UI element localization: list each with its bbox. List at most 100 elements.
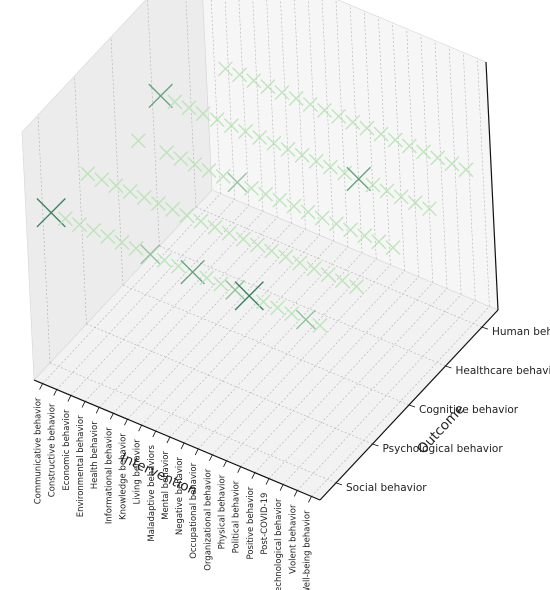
data-point-stroke xyxy=(292,255,308,271)
data-point xyxy=(359,120,375,136)
data-point-stroke xyxy=(331,108,347,124)
data-point xyxy=(379,183,395,199)
floor-grid-x xyxy=(56,199,235,390)
data-point-stroke xyxy=(171,258,187,274)
x-tick-label: Health behavior xyxy=(90,421,100,489)
data-point xyxy=(407,195,423,211)
data-point xyxy=(130,133,146,149)
y-tick-mark xyxy=(335,482,343,486)
data-point xyxy=(272,192,288,208)
data-point xyxy=(371,234,387,250)
data-point xyxy=(357,228,373,244)
data-point xyxy=(343,222,359,238)
data-point-stroke xyxy=(243,180,259,196)
back-grid-x xyxy=(266,0,278,218)
data-point xyxy=(243,180,259,196)
data-point xyxy=(328,216,344,232)
data-point-stroke xyxy=(308,153,324,169)
back-grid-x xyxy=(210,0,221,194)
data-point xyxy=(416,144,432,160)
data-point xyxy=(159,145,175,161)
floor-grid-x xyxy=(42,193,221,384)
grid-lines xyxy=(37,0,490,497)
data-point-stroke xyxy=(314,210,330,226)
data-point xyxy=(346,166,372,192)
data-point xyxy=(238,124,254,140)
x-tick-label: Negative behavior xyxy=(175,456,185,535)
data-point-stroke xyxy=(401,138,417,154)
data-point xyxy=(331,108,347,124)
data-point-stroke xyxy=(371,234,387,250)
data-point xyxy=(187,157,203,173)
back-grid-x xyxy=(307,0,320,236)
data-point xyxy=(337,165,353,181)
data-point-stroke xyxy=(286,198,302,214)
x-tick-label: Technological behavior xyxy=(274,498,284,590)
data-point-stroke xyxy=(373,126,389,142)
x-axis-line xyxy=(33,379,321,501)
data-point-stroke xyxy=(201,162,217,178)
data-point xyxy=(264,243,280,259)
data-point xyxy=(215,168,231,184)
data-point-stroke xyxy=(223,118,239,134)
data-point-stroke xyxy=(306,261,322,277)
data-point-stroke xyxy=(345,114,361,130)
y-tick-label: Social behavior xyxy=(346,482,427,494)
data-point xyxy=(258,186,274,202)
x-tick-mark xyxy=(39,383,43,390)
data-point-stroke xyxy=(94,172,110,188)
data-point xyxy=(232,67,248,83)
data-point-stroke xyxy=(179,207,195,223)
data-point xyxy=(401,138,417,154)
data-point-stroke xyxy=(328,216,344,232)
data-point-stroke xyxy=(430,150,446,166)
data-point xyxy=(201,162,217,178)
floor-grid-x xyxy=(254,282,434,473)
back-grid-x xyxy=(238,0,250,206)
data-point xyxy=(207,219,223,235)
data-point-stroke xyxy=(217,61,233,77)
data-point xyxy=(195,106,211,122)
floor-grid-x xyxy=(84,211,264,402)
data-point xyxy=(221,225,237,241)
tick-labels: Communicative behavior Constructive behav… xyxy=(34,326,550,590)
data-point xyxy=(246,73,262,89)
data-point xyxy=(365,177,381,193)
data-point xyxy=(385,240,401,256)
data-point xyxy=(234,281,264,311)
back-grid-x xyxy=(252,0,264,212)
data-point-stroke xyxy=(86,223,102,239)
data-point xyxy=(292,255,308,271)
x-tick-mark xyxy=(53,389,58,396)
data-point xyxy=(286,198,302,214)
data-point-stroke xyxy=(284,306,300,322)
x-tick-label: Living behavior xyxy=(133,439,143,505)
x-tick-mark xyxy=(124,419,128,426)
data-point-stroke xyxy=(140,244,161,265)
x-tick-label: Organizational behavior xyxy=(203,468,213,570)
data-point-stroke xyxy=(320,267,336,283)
x-tick-mark xyxy=(109,413,114,420)
y-tick-label: Healthcare behavior xyxy=(456,365,550,377)
data-point-stroke xyxy=(207,219,223,235)
x-tick-mark xyxy=(237,466,242,473)
data-point-stroke xyxy=(36,198,66,228)
x-tick-mark xyxy=(209,454,213,462)
data-point-stroke xyxy=(234,281,264,311)
back-grid-x xyxy=(406,28,419,277)
x-tick-label: Communicative behavior xyxy=(34,397,44,504)
data-point-stroke xyxy=(348,279,364,295)
data-point-stroke xyxy=(128,240,144,256)
data-point-stroke xyxy=(458,162,474,178)
data-point-stroke xyxy=(359,120,375,136)
x-tick-mark xyxy=(194,448,199,456)
x-tick-mark xyxy=(138,424,142,432)
data-point-stroke xyxy=(122,184,138,200)
data-point-stroke xyxy=(288,91,304,106)
back-grid-x xyxy=(280,0,292,224)
data-point xyxy=(314,210,330,226)
floor-grid-x xyxy=(169,246,349,438)
data-point-stroke xyxy=(385,240,401,256)
data-point xyxy=(108,178,124,194)
data-markers xyxy=(36,61,474,334)
